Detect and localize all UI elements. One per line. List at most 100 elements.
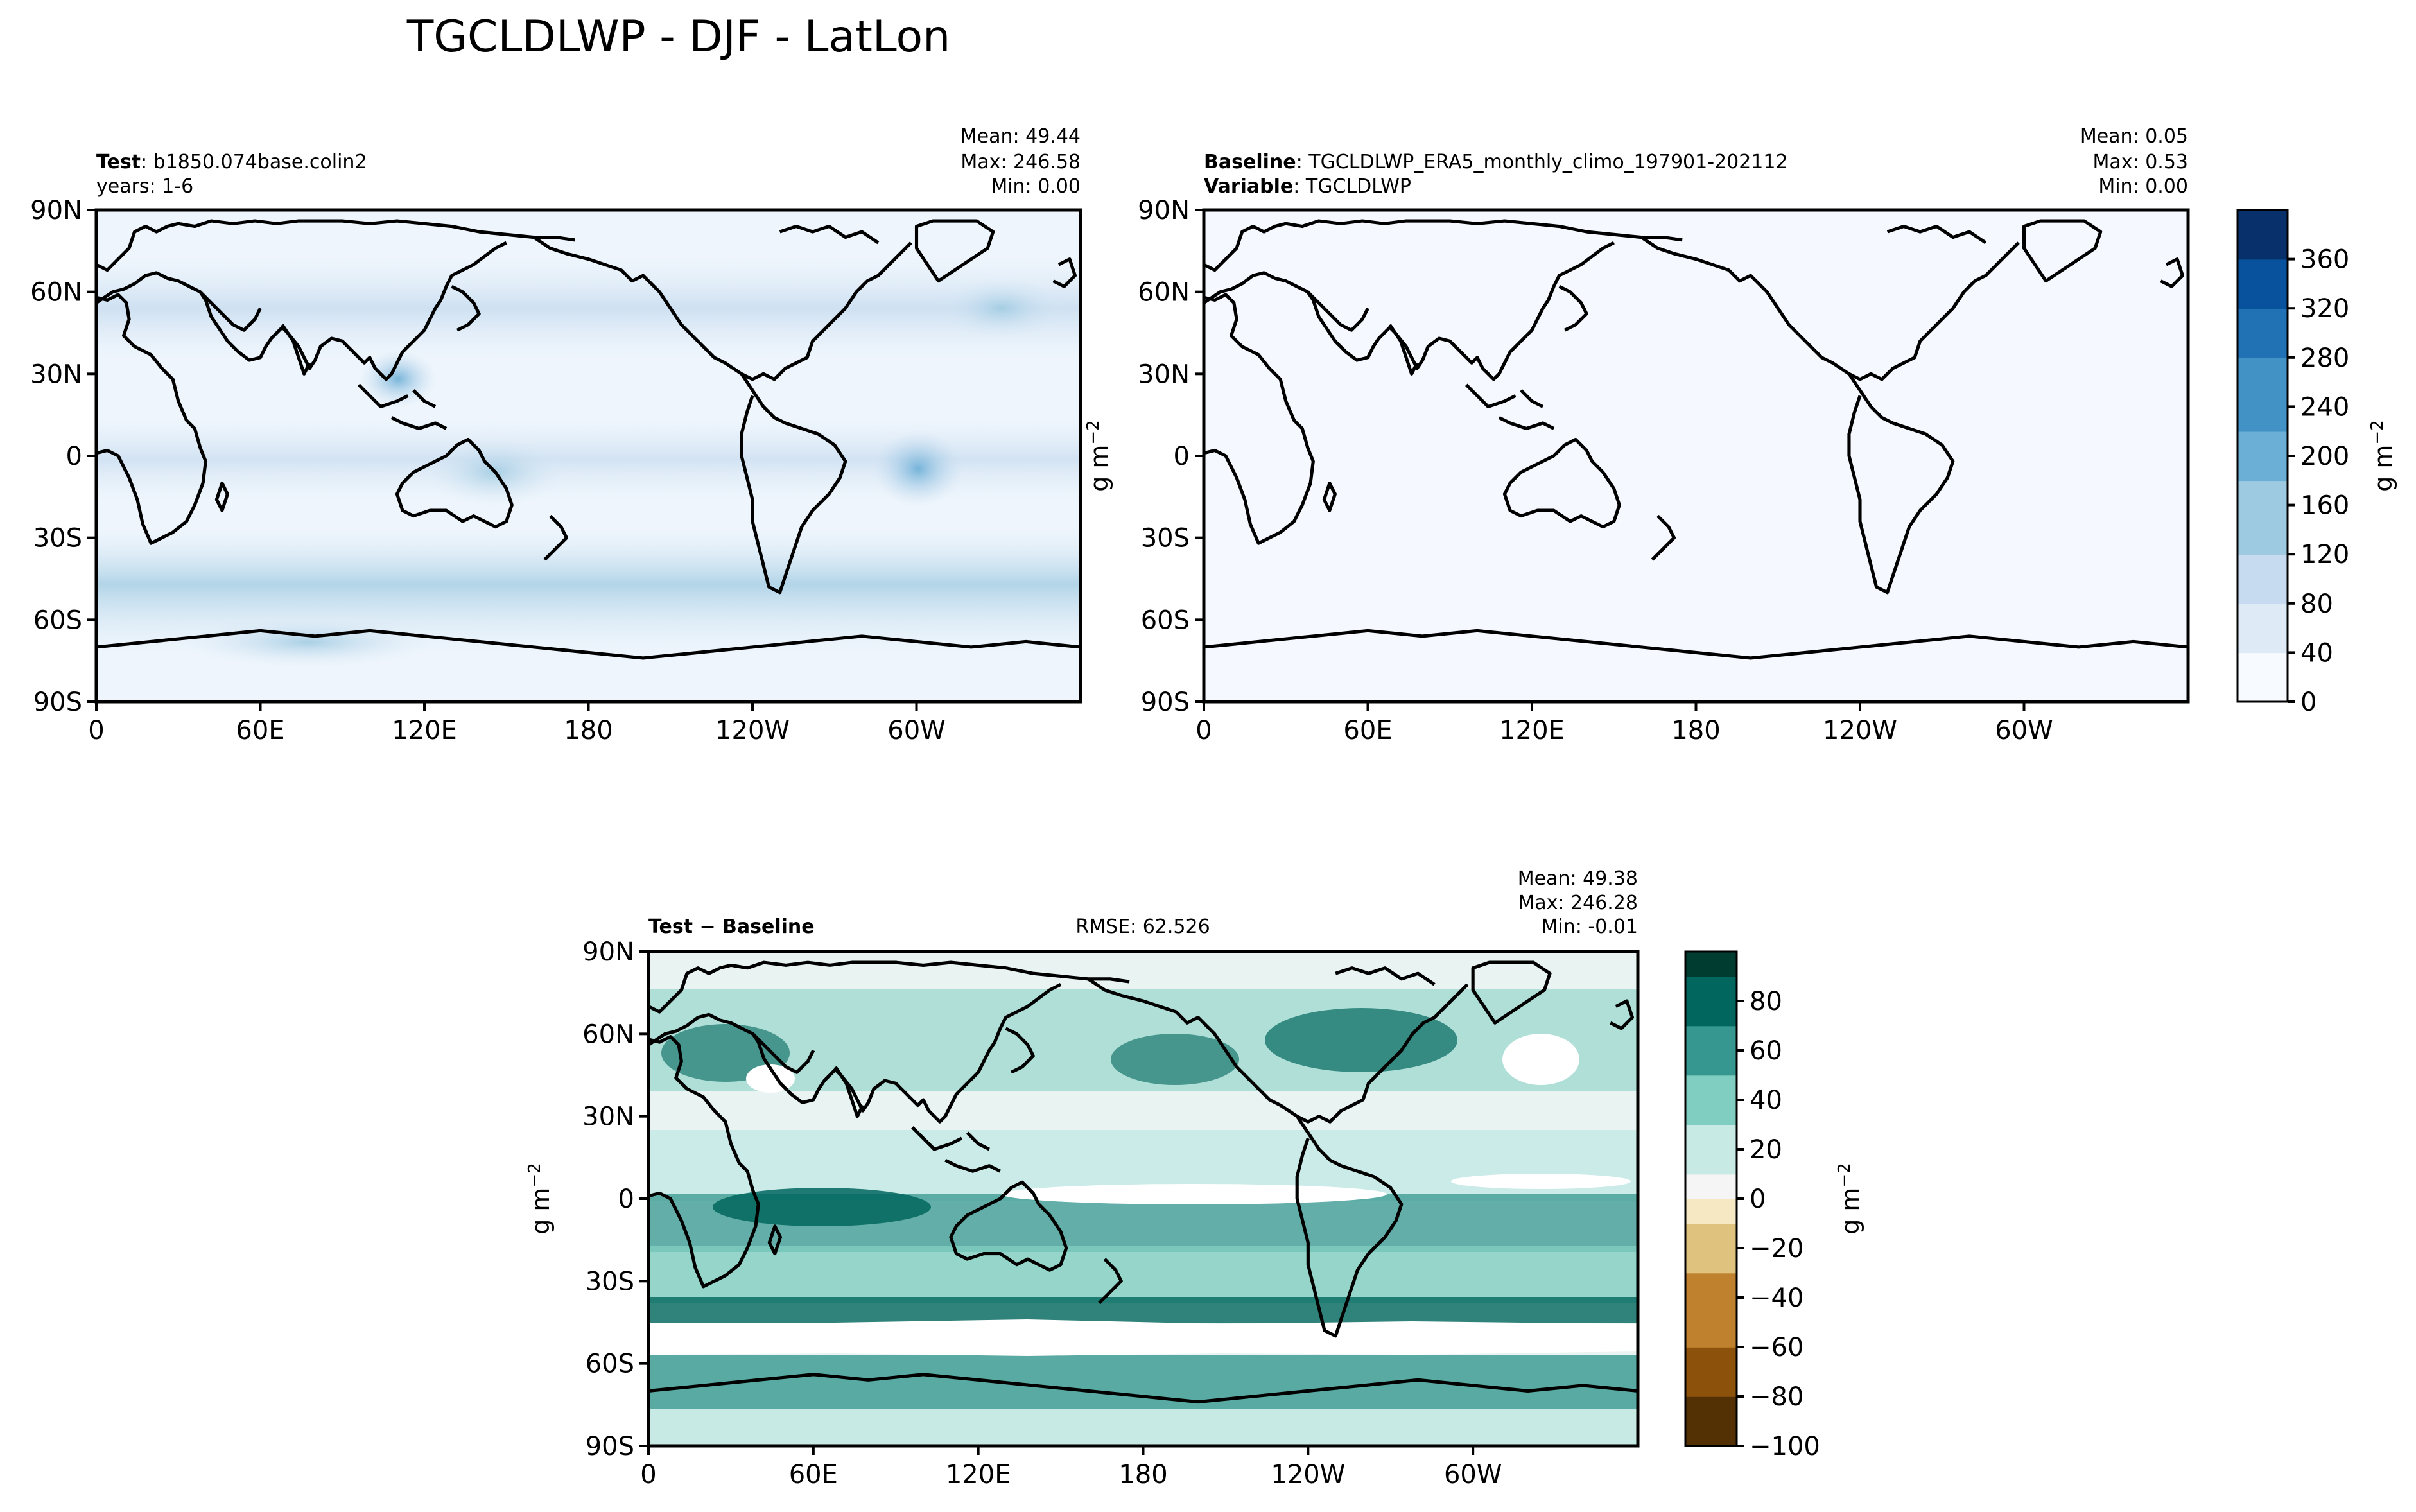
colorbar-segment [2238,652,2288,678]
x-tick-label: 60E [1343,716,1392,745]
colorbar-segment [2238,628,2288,654]
colorbar-segment [2238,308,2288,334]
colorbar-segment [2238,677,2288,702]
colorbar-segment [1685,1025,1737,1051]
colorbar-tick-label: 0 [1750,1185,1766,1214]
baseline-label: Baseline: TGCLDLWP_ERA5_monthly_climo_19… [1204,151,1788,173]
colorbar-tick-label: −100 [1750,1432,1820,1461]
colorbar-segment [1685,1322,1737,1348]
colorbar-segment [1685,1149,1737,1175]
test-min: Min: 0.00 [991,175,1081,198]
x-tick-label: 60W [1444,1460,1502,1490]
colorbar-segment [2238,210,2288,236]
colorbar-tick-label: 40 [2300,638,2333,668]
y-tick-label: 60N [1138,278,1190,308]
x-tick-label: 60W [887,716,945,745]
colorbar-segment [1685,1199,1737,1224]
colorbar-tick-label: 80 [1750,987,1782,1016]
colorbar-tick-label: 160 [2300,491,2349,521]
y-tick-label: 30N [1138,360,1190,389]
baseline-panel: Baseline: TGCLDLWP_ERA5_monthly_climo_19… [1138,125,2190,745]
colorbar-segment [2238,529,2288,555]
x-tick-label: 120E [392,716,457,745]
colorbar-segment [2238,382,2288,408]
baseline-variable: Variable: TGCLDLWP [1204,175,1411,198]
colorbar-segment [2238,578,2288,604]
colorbar-segment [1685,1273,1737,1298]
colorbar-segment [2238,480,2288,506]
x-tick-label: 0 [640,1460,656,1490]
y-tick-label: 90S [586,1432,634,1461]
test-colorbar: 0 40 80 120 160 200 240 280 320 360 [2236,209,2349,717]
diff-panel: Test − Baseline RMSE: 62.526 Mean: 49.38… [582,867,1640,1490]
y-tick-label: 30S [1141,524,1190,553]
colorbar-tick-label: 80 [2300,589,2333,619]
y-tick-label: 90N [582,937,634,967]
baseline-mean: Mean: 0.05 [2080,125,2188,148]
colorbar-segment [1685,1223,1737,1249]
colorbar-segment [2238,283,2288,309]
colorbar-segment [2238,431,2288,456]
test-panel: Test: b1850.074base.colin2 years: 1-6 Me… [30,125,1082,745]
colorbar-tick-label: −60 [1750,1333,1803,1362]
colorbar-segment [1685,1174,1737,1199]
colorbar-segment [1685,1347,1737,1373]
colorbar-tick-label: 40 [1750,1086,1782,1115]
test-max: Max: 246.58 [960,151,1081,173]
diff-max: Max: 246.28 [1518,892,1638,914]
test-axes: 0 60E 120E 180 120W 60W 90N 60N 30N 0 30S 60S 90S [30,196,946,745]
test-label: Test: b1850.074base.colin2 [96,151,367,173]
colorbar-segment [2238,505,2288,530]
x-tick-label: 60W [1995,716,2053,745]
baseline-units-label: g m−2 [1084,420,1113,492]
baseline-axes: 0 60E 120E 180 120W 60W 90N 60N 30N 0 30S 60S 90S [1138,196,2053,745]
diff-mean: Mean: 49.38 [1518,867,1638,890]
diff-colorbar-units: g m−2 [1835,1163,1864,1235]
y-tick-label: 60S [586,1350,634,1379]
diff-label: Test − Baseline [648,916,815,938]
colorbar-tick-label: 20 [1750,1135,1782,1165]
diff-colorbar: −100 −80 −60 −40 −20 0 20 40 60 80 [1684,950,1820,1461]
y-tick-label: 90S [33,688,82,717]
colorbar-segment [1685,952,1737,977]
x-tick-label: 120W [715,716,790,745]
colorbar-segment [2238,603,2288,629]
y-tick-label: 60S [33,605,82,635]
x-tick-label: 180 [1118,1460,1167,1490]
colorbar-segment [1685,1371,1737,1397]
y-tick-label: 30N [30,360,82,389]
figure-title: TGCLDLWP - DJF - LatLon [406,12,951,62]
colorbar-tick-label: 200 [2300,442,2349,471]
x-tick-label: 0 [1195,716,1212,745]
y-tick-label: 60N [582,1020,634,1049]
colorbar-segment [2238,259,2288,284]
colorbar-segment [1685,1075,1737,1100]
y-tick-label: 90S [1141,688,1190,717]
colorbar-tick-label: −80 [1750,1382,1803,1412]
x-tick-label: 60E [789,1460,838,1490]
test-mean: Mean: 49.44 [960,125,1081,148]
colorbar-segment [1685,1248,1737,1274]
y-tick-label: 30S [33,524,82,553]
colorbar-segment [1685,1421,1737,1447]
x-tick-label: 120W [1823,716,1897,745]
y-tick-label: 0 [1174,442,1190,471]
y-tick-label: 0 [66,442,82,471]
baseline-min: Min: 0.00 [2098,175,2188,198]
x-tick-label: 180 [1671,716,1720,745]
colorbar-tick-label: 240 [2300,392,2349,422]
diff-units-label: g m−2 [525,1163,555,1235]
x-tick-label: 0 [88,716,104,745]
x-tick-label: 120E [946,1460,1011,1490]
colorbar-tick-label: 60 [1750,1036,1782,1066]
x-tick-label: 60E [236,716,284,745]
colorbar-tick-label: 360 [2300,245,2349,275]
y-tick-label: 90N [30,196,82,225]
colorbar-segment [1685,1050,1737,1076]
colorbar-segment [2238,406,2288,432]
test-years: years: 1-6 [96,175,193,198]
colorbar-segment [1685,1124,1737,1150]
colorbar-tick-label: −20 [1750,1234,1803,1264]
y-tick-label: 60N [30,278,82,308]
